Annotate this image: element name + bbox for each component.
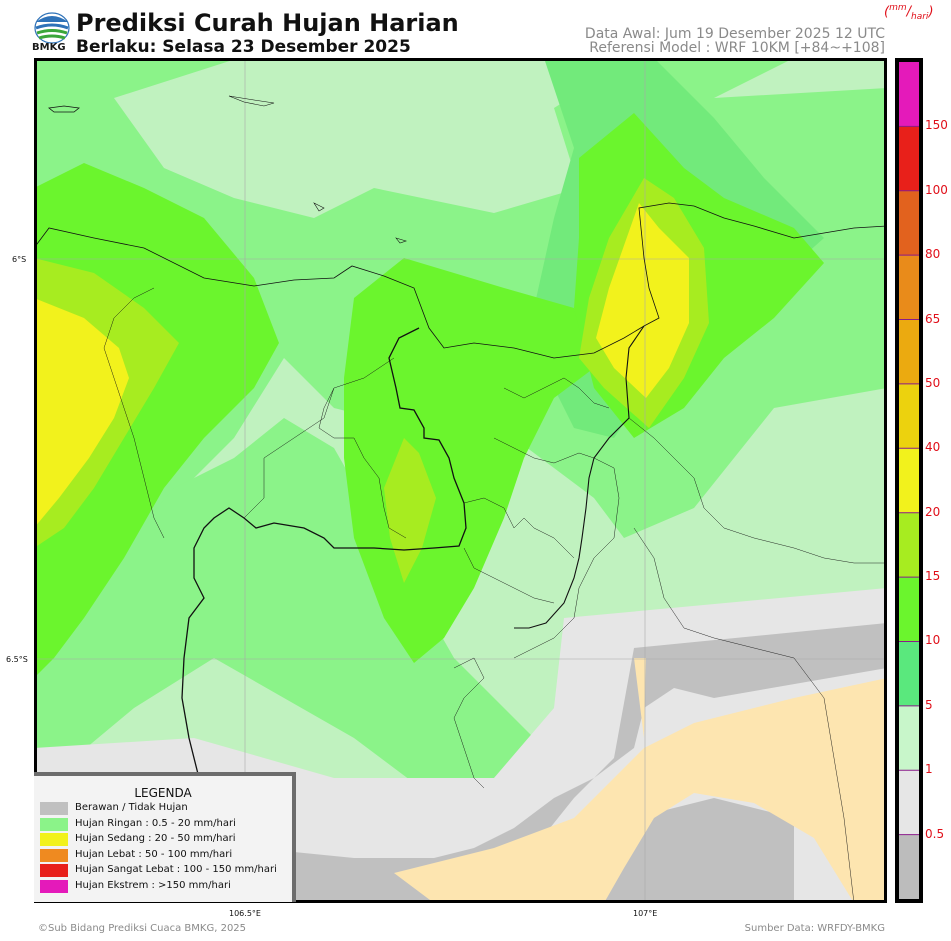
bmkg-logo-icon — [34, 12, 70, 44]
colorbar-segment — [899, 512, 919, 578]
legend-label: Hujan Lebat : 50 - 100 mm/hari — [75, 848, 233, 860]
colorbar-segment — [899, 448, 919, 513]
colorbar-label: 80 — [925, 247, 941, 262]
unit-label: (mm/hari) — [884, 3, 934, 22]
island — [395, 237, 407, 244]
colorbar-label: 5 — [925, 697, 933, 712]
legend-label: Hujan Sangat Lebat : 100 - 150 mm/hari — [75, 864, 277, 875]
lon-label-106-5e: 106.5°E — [229, 909, 261, 918]
footer-copyright: ©Sub Bidang Prediksi Cuaca BMKG, 2025 — [38, 923, 247, 934]
province-boundary-east — [514, 325, 645, 629]
island — [228, 95, 275, 107]
area-berawan-dark — [34, 623, 887, 903]
legend-item: Berawan / Tidak Hujan — [40, 800, 292, 816]
area-cream — [394, 678, 887, 903]
colorbar-label: 0.5 — [925, 826, 945, 841]
legend-box: LEGENDA Berawan / Tidak Hujan Hujan Ringa… — [34, 772, 296, 902]
page-title: Prediksi Curah Hujan Harian — [76, 9, 459, 37]
island — [313, 202, 325, 212]
lon-label-107e: 107°E — [633, 909, 658, 918]
colorbar-label: 100 — [925, 182, 948, 197]
legend-item: Hujan Ekstrem : >150 mm/hari — [40, 878, 292, 894]
legend-swatch — [40, 864, 68, 877]
legend-title: LEGENDA — [134, 786, 192, 800]
province-boundary — [181, 327, 467, 903]
colorbar-label: 20 — [925, 504, 941, 519]
legend-label: Hujan Sedang : 20 - 50 mm/hari — [75, 833, 236, 844]
legend-label: Hujan Ringan : 0.5 - 20 mm/hari — [75, 817, 236, 829]
legend-item: Hujan Lebat : 50 - 100 mm/hari — [40, 847, 292, 863]
area-sedang-west — [34, 298, 129, 528]
colorbar-label: 65 — [925, 311, 941, 326]
area-ringan-west — [34, 418, 594, 838]
colorbar-segment — [899, 255, 919, 320]
colorbar-label: 40 — [925, 440, 941, 455]
island — [48, 105, 80, 113]
legend-item: Hujan Sedang : 20 - 50 mm/hari — [40, 831, 292, 847]
colorbar-segment — [899, 577, 919, 642]
legend-swatch — [40, 817, 68, 831]
colorbar-label: 1 — [925, 762, 933, 777]
regency-boundaries — [103, 287, 887, 903]
colorbar-segment — [899, 190, 919, 256]
legend-swatch — [40, 879, 68, 893]
area-15-20-central — [384, 438, 436, 583]
colorbar-segment — [899, 770, 919, 835]
colorbar-segment — [899, 319, 919, 384]
colorbar-segment — [899, 641, 919, 706]
unit-num: mm — [889, 3, 907, 13]
colorbar-label: 50 — [925, 375, 941, 390]
colorbar-segment — [899, 705, 919, 771]
colorbar-segment — [899, 62, 919, 127]
legend-item: Hujan Ringan : 0.5 - 20 mm/hari — [40, 816, 292, 832]
lat-label-6s: 6°S — [12, 255, 27, 264]
lat-label-6-5s: 6.5°S — [6, 655, 28, 664]
footer-source: Sumber Data: WRFDY-BMKG — [744, 923, 885, 934]
colorbar-segment — [899, 834, 919, 899]
legend-swatch — [40, 802, 68, 815]
colorbar-label: 15 — [925, 569, 941, 584]
model-reference: Referensi Model : WRF 10KM [+84~+108] — [589, 40, 885, 56]
colorbar — [895, 58, 923, 903]
logo-text: BMKG — [32, 42, 66, 53]
colorbar-label: 10 — [925, 633, 941, 648]
legend-label: Hujan Ekstrem : >150 mm/hari — [75, 879, 231, 891]
colorbar-segment — [899, 383, 919, 449]
coastline — [34, 202, 887, 359]
init-time: Data Awal: Jum 19 Desember 2025 12 UTC — [584, 26, 885, 42]
area-cream-left-wedge — [634, 658, 646, 738]
legend-item: Hujan Sangat Lebat : 100 - 150 mm/hari — [40, 862, 292, 878]
colorbar-label: 150 — [925, 118, 948, 133]
legend-label: Berawan / Tidak Hujan — [75, 802, 188, 813]
valid-date: Berlaku: Selasa 23 Desember 2025 — [76, 37, 411, 57]
map-frame — [34, 58, 887, 903]
rainfall-map — [34, 58, 887, 903]
area-sedang-east — [596, 203, 689, 398]
unit-den: hari — [911, 11, 929, 22]
legend-swatch — [40, 833, 68, 846]
legend-swatch — [40, 848, 68, 862]
colorbar-segment — [899, 126, 919, 191]
